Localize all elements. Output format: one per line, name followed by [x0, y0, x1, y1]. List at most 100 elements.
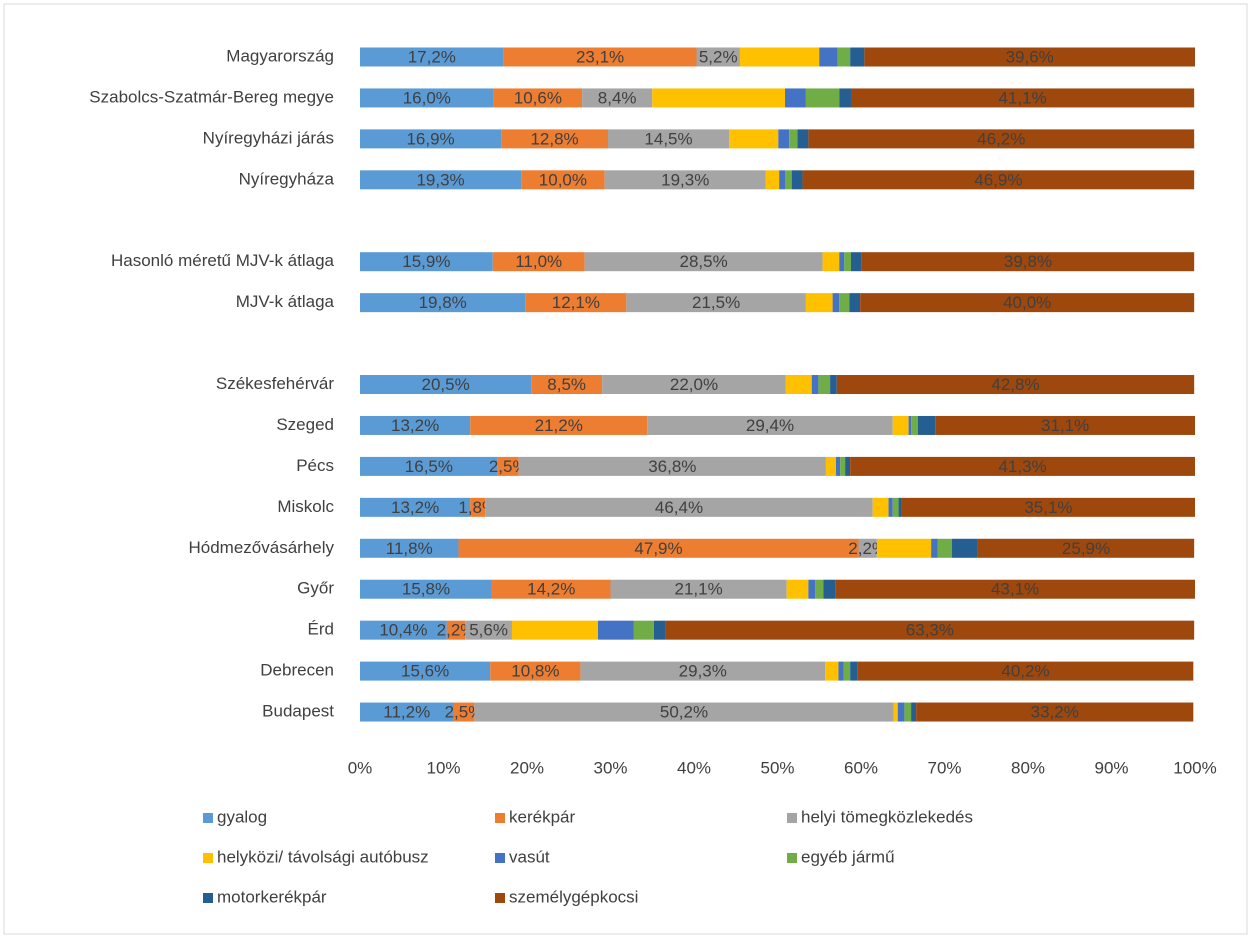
bar-segment: [633, 620, 654, 640]
bar-segment: [850, 456, 1195, 476]
bar-segment: [360, 293, 526, 313]
data-label: 46,4%: [655, 498, 703, 517]
bar-segment: [453, 702, 475, 722]
bar-segment: [518, 456, 826, 476]
data-label: 16,5%: [405, 457, 453, 476]
x-tick-label: 100%: [1173, 758, 1216, 777]
bar-segment: [501, 129, 608, 149]
bar-segment: [696, 47, 740, 67]
bar-segment: [360, 129, 502, 149]
bar-segment: [892, 497, 899, 517]
bar-segment: [840, 456, 846, 476]
bar-segment: [850, 47, 865, 67]
bar-segment: [360, 415, 471, 435]
y-tick-label: Miskolc: [277, 497, 334, 516]
data-label: 19,3%: [661, 170, 709, 189]
bar-segment: [610, 579, 787, 599]
bar-segment: [525, 293, 627, 313]
bar-segment: [860, 293, 1195, 313]
bar-segment: [805, 88, 840, 108]
y-tick-label: Szeged: [276, 415, 334, 434]
bar-segment: [797, 129, 809, 149]
data-label: 28,5%: [680, 252, 728, 271]
legend-swatch: [787, 813, 797, 823]
x-tick-label: 50%: [760, 758, 794, 777]
data-label: 5,2%: [699, 47, 738, 66]
bar-segment: [857, 661, 1194, 681]
bar-segment: [765, 170, 780, 190]
bar-segment: [844, 252, 851, 272]
legend-swatch: [203, 813, 213, 823]
y-tick-label: Budapest: [262, 702, 334, 721]
bar-segment: [458, 538, 859, 558]
bar-segment: [360, 47, 504, 67]
bar-segment: [832, 293, 840, 313]
bar-segment: [835, 579, 1195, 599]
legend-swatch: [495, 813, 505, 823]
data-label: 8,5%: [547, 375, 586, 394]
bar-segment: [911, 415, 918, 435]
data-label: 21,1%: [674, 580, 722, 599]
data-label: 41,3%: [998, 457, 1046, 476]
data-label: 33,2%: [1031, 703, 1079, 722]
data-label: 10,0%: [539, 170, 587, 189]
data-label: 19,3%: [416, 170, 464, 189]
data-label: 29,3%: [679, 662, 727, 681]
data-label: 13,2%: [391, 416, 439, 435]
data-label: 8,4%: [598, 88, 637, 107]
data-label: 10,6%: [514, 88, 562, 107]
y-tick-label: Székesfehérvár: [216, 374, 334, 393]
data-label: 21,2%: [535, 416, 583, 435]
data-label: 35,1%: [1024, 498, 1072, 517]
legend-swatch: [495, 853, 505, 863]
bar-segment: [360, 702, 454, 722]
bar-segment: [839, 293, 850, 313]
bar-segment: [492, 252, 585, 272]
bar-segment: [580, 661, 826, 681]
bar-segment: [584, 252, 823, 272]
bar-segment: [898, 497, 902, 517]
bar-segment: [916, 702, 1194, 722]
data-label: 10,4%: [379, 621, 427, 640]
bar-segment: [785, 375, 812, 395]
bar-segment: [911, 702, 917, 722]
bar-segment: [850, 252, 862, 272]
bar-segment: [850, 661, 858, 681]
bar-segment: [604, 170, 766, 190]
legend-label: személygépkocsi: [509, 887, 638, 906]
bar-segment: [861, 252, 1195, 272]
data-label: 15,9%: [402, 252, 450, 271]
bar-segment: [872, 497, 889, 517]
data-label: 47,9%: [634, 539, 682, 558]
bar-segment: [858, 538, 877, 558]
data-label: 41,1%: [998, 88, 1046, 107]
bar-segment: [521, 170, 605, 190]
bar-segment: [360, 375, 532, 395]
data-label: 20,5%: [421, 375, 469, 394]
x-tick-label: 90%: [1094, 758, 1128, 777]
bar-segment: [602, 375, 786, 395]
bar-segment: [822, 252, 840, 272]
data-label: 19,8%: [419, 293, 467, 312]
bar-segment: [836, 375, 1195, 395]
bar-segment: [904, 702, 912, 722]
bar-segment: [901, 497, 1195, 517]
bar-segment: [626, 293, 806, 313]
bar-segment: [917, 415, 936, 435]
bar-segment: [791, 170, 803, 190]
data-label: 5,6%: [469, 621, 508, 640]
bar-segment: [360, 661, 491, 681]
bar-segment: [729, 129, 779, 149]
data-label: 15,6%: [401, 662, 449, 681]
data-label: 29,4%: [746, 416, 794, 435]
bar-segment: [665, 620, 1195, 640]
data-label: 63,3%: [906, 621, 954, 640]
data-label: 2,5%: [445, 703, 484, 722]
bar-segment: [908, 415, 912, 435]
bar-segment: [360, 579, 492, 599]
data-label: 39,6%: [1006, 47, 1054, 66]
bar-segment: [647, 415, 893, 435]
data-label: 13,2%: [391, 498, 439, 517]
bar-segment: [849, 293, 861, 313]
